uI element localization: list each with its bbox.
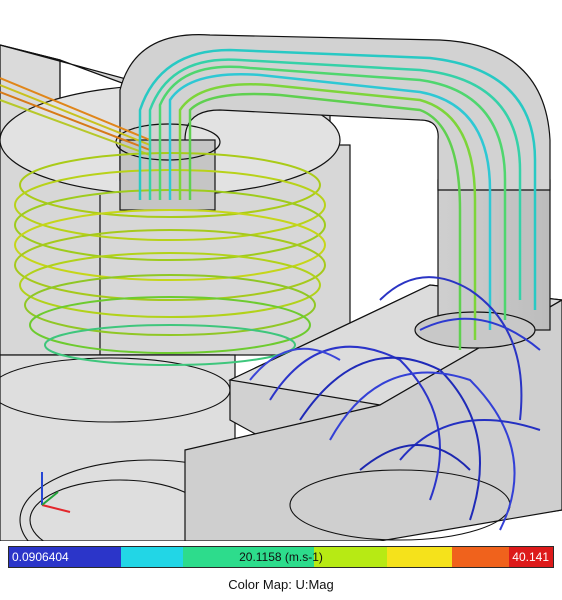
colorbar-mid-label: 20.1158 (m.s-1) [239, 550, 323, 564]
colorbar-seg-blue [9, 547, 121, 567]
outlet-streamlines [249, 276, 541, 531]
render-viewport[interactable] [0, 0, 562, 541]
colorbar-panel: 0.0906404 20.1158 (m.s-1) 40.141 Color M… [0, 541, 562, 600]
colorbar-seg-red [509, 547, 553, 567]
colorbar-seg-green [183, 547, 314, 567]
outlet-pipe [437, 179, 551, 331]
colorbar-min-label: 0.0906404 [12, 550, 69, 564]
colorbar-title: Color Map: U:Mag [228, 577, 334, 592]
colorbar-seg-lime [313, 547, 388, 567]
color-legend-bar: 0.0906404 20.1158 (m.s-1) 40.141 [8, 546, 554, 568]
elbow-streamlines [138, 48, 537, 350]
cyclone-scene [0, 34, 562, 541]
colorbar-seg-cyan [120, 547, 184, 567]
inlet-streamlines [0, 77, 151, 156]
colorbar-seg-yellow [387, 547, 453, 567]
colorbar-max-label: 40.141 [512, 550, 549, 564]
vortex-streamlines [14, 152, 326, 366]
axis-triad-icon [41, 472, 71, 513]
colorbar-seg-orange [452, 547, 510, 567]
